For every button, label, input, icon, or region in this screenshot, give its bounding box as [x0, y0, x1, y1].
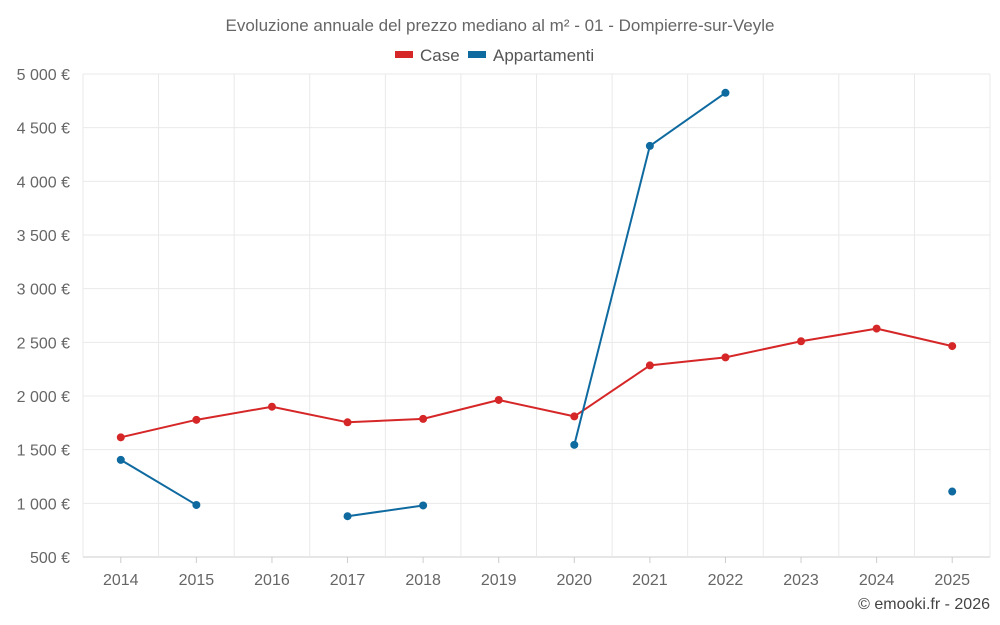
data-point-case[interactable]	[645, 361, 654, 370]
data-point-case[interactable]	[797, 337, 806, 346]
y-tick-label: 2 500 €	[17, 335, 70, 352]
data-point-case[interactable]	[570, 412, 579, 421]
x-tick-label: 2019	[481, 572, 517, 589]
y-tick-label: 2 000 €	[17, 389, 70, 406]
x-tick-label: 2018	[405, 572, 441, 589]
legend-label-appartamenti: Appartamenti	[493, 46, 594, 65]
data-point-appartamenti[interactable]	[948, 487, 957, 496]
data-point-case[interactable]	[267, 402, 276, 411]
y-tick-label: 3 500 €	[17, 228, 70, 245]
x-tick-label: 2021	[632, 572, 668, 589]
y-tick-label: 1 500 €	[17, 443, 70, 460]
data-point-case[interactable]	[872, 324, 881, 333]
chart-title: Evoluzione annuale del prezzo mediano al…	[226, 16, 775, 35]
y-tick-label: 1 000 €	[17, 496, 70, 513]
y-tick-label: 3 000 €	[17, 282, 70, 299]
y-axis: 500 € 1 000 € 1 500 € 2 000 € 2 500 € 3 000 €…	[17, 67, 70, 567]
series-line-case	[120, 327, 953, 439]
legend-swatch-appartamenti	[468, 51, 486, 58]
x-tick-label: 2017	[330, 572, 366, 589]
y-tick-label: 5 000 €	[17, 67, 70, 84]
series-layer	[116, 88, 957, 521]
data-point-appartamenti[interactable]	[645, 141, 654, 150]
x-axis: 2014 2015 2016 2017 2018 2019 2020 2021 2022 2023…	[103, 557, 970, 589]
data-point-case[interactable]	[721, 353, 730, 362]
series-line-appartamenti	[120, 459, 197, 506]
data-point-appartamenti[interactable]	[570, 440, 579, 449]
data-point-case[interactable]	[948, 342, 957, 351]
data-point-appartamenti[interactable]	[116, 455, 125, 464]
legend-label-case: Case	[420, 46, 460, 65]
chart-legend[interactable]: Case Appartamenti	[395, 46, 594, 65]
data-point-appartamenti[interactable]	[343, 512, 352, 521]
data-point-case[interactable]	[343, 418, 352, 427]
series-line-appartamenti	[347, 504, 424, 518]
legend-swatch-case	[395, 51, 413, 58]
data-point-appartamenti[interactable]	[192, 500, 201, 509]
y-tick-label: 4 000 €	[17, 174, 70, 191]
x-tick-label: 2025	[934, 572, 970, 589]
x-tick-label: 2016	[254, 572, 290, 589]
y-tick-label: 500 €	[30, 550, 70, 567]
data-point-appartamenti[interactable]	[419, 501, 428, 510]
x-tick-label: 2022	[708, 572, 744, 589]
data-point-appartamenti[interactable]	[721, 88, 730, 97]
data-point-case[interactable]	[419, 414, 428, 423]
y-tick-label: 4 500 €	[17, 121, 70, 138]
credit-text: © emooki.fr - 2026	[858, 596, 990, 613]
x-tick-label: 2024	[859, 572, 895, 589]
x-tick-label: 2023	[783, 572, 819, 589]
x-tick-label: 2020	[556, 572, 592, 589]
data-point-case[interactable]	[116, 433, 125, 442]
grid-lines	[82, 73, 991, 558]
data-point-case[interactable]	[494, 395, 503, 404]
series-case	[116, 324, 957, 442]
series-appartamenti	[116, 88, 957, 521]
data-point-case[interactable]	[192, 415, 201, 424]
x-tick-label: 2014	[103, 572, 139, 589]
x-tick-label: 2015	[179, 572, 215, 589]
